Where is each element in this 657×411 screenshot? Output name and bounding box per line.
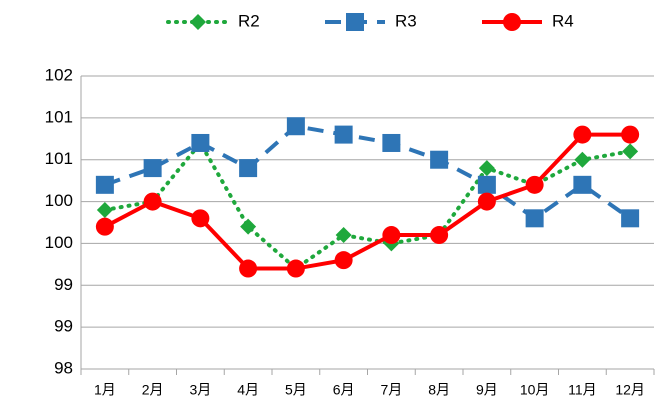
y-tick-label: 99 xyxy=(54,317,73,336)
marker xyxy=(191,133,210,152)
marker xyxy=(346,13,364,31)
marker xyxy=(574,151,591,168)
marker xyxy=(477,175,496,194)
marker xyxy=(143,192,162,211)
marker xyxy=(96,201,113,218)
x-tick-label: 7月 xyxy=(380,382,402,398)
marker xyxy=(478,160,495,177)
x-tick-label: 6月 xyxy=(333,382,355,398)
marker xyxy=(334,251,353,270)
marker xyxy=(240,218,257,235)
marker xyxy=(334,125,353,144)
y-tick-label: 98 xyxy=(54,358,73,377)
x-tick-label: 2月 xyxy=(142,382,164,398)
legend-label: R2 xyxy=(238,11,260,30)
marker xyxy=(430,150,449,169)
marker xyxy=(95,217,114,236)
y-tick-label: 101 xyxy=(45,149,73,168)
marker xyxy=(430,226,449,245)
y-tick-label: 99 xyxy=(54,275,73,294)
y-tick-label: 102 xyxy=(45,65,73,84)
marker xyxy=(143,159,162,178)
marker xyxy=(190,14,206,30)
marker xyxy=(573,125,592,144)
marker xyxy=(621,209,640,228)
legend-label: R4 xyxy=(552,11,574,30)
x-tick-label: 3月 xyxy=(189,382,211,398)
marker xyxy=(573,175,592,194)
series-line xyxy=(102,139,633,272)
x-tick-label: 9月 xyxy=(476,382,498,398)
x-tick-label: 1月 xyxy=(94,382,116,398)
marker xyxy=(286,117,305,136)
y-tick-label: 100 xyxy=(45,233,73,252)
marker xyxy=(239,259,258,278)
x-tick-label: 11月 xyxy=(568,382,597,398)
marker xyxy=(382,226,401,245)
x-tick-label: 10月 xyxy=(520,382,550,398)
marker xyxy=(477,192,496,211)
marker xyxy=(286,259,305,278)
marker xyxy=(335,227,352,244)
marker xyxy=(525,175,544,194)
marker xyxy=(503,13,521,31)
marker xyxy=(622,143,639,160)
x-tick-label: 5月 xyxy=(285,382,307,398)
marker xyxy=(382,133,401,152)
marker xyxy=(525,209,544,228)
marker xyxy=(95,175,114,194)
series-line xyxy=(104,124,632,221)
marker xyxy=(239,159,258,178)
x-tick-label: 8月 xyxy=(428,382,450,398)
x-tick-label: 4月 xyxy=(237,382,259,398)
y-tick-label: 101 xyxy=(45,107,73,126)
marker xyxy=(621,125,640,144)
x-tick-label: 12月 xyxy=(615,382,645,398)
legend-label: R3 xyxy=(395,11,417,30)
y-tick-label: 100 xyxy=(45,191,73,210)
marker xyxy=(191,209,210,228)
